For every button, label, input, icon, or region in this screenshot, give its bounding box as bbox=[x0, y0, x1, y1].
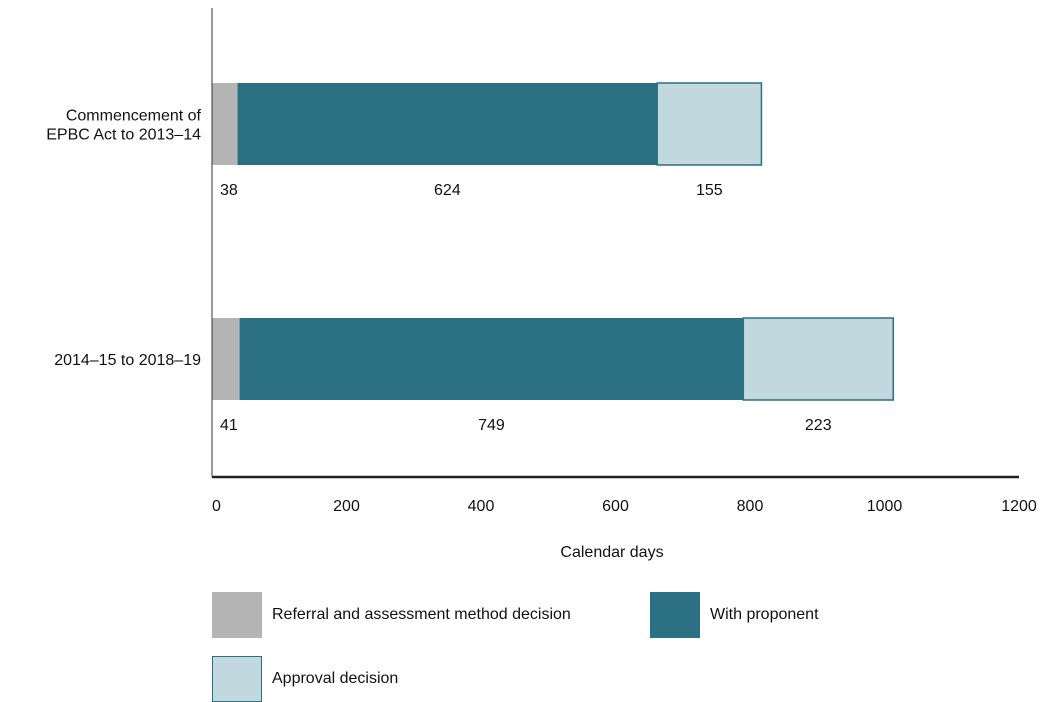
legend-item-approval: Approval decision bbox=[212, 656, 398, 702]
data-labels-group: 38 624 155 41 749 223 bbox=[220, 182, 832, 434]
legend-label-approval: Approval decision bbox=[272, 670, 399, 687]
legend-swatch-referral bbox=[212, 592, 262, 638]
category-labels-group: Commencement of EPBC Act to 2013–14 2014–1… bbox=[46, 108, 201, 370]
legend-item-with-proponent: With proponent bbox=[650, 592, 819, 638]
stacked-bar-chart: 38 624 155 41 749 223 Commencement of EPBC Act… bbox=[46, 8, 1037, 561]
bar-approval-2 bbox=[742, 317, 894, 401]
bar-with-proponent-2 bbox=[239, 318, 744, 400]
data-label-referral-2: 41 bbox=[220, 417, 238, 434]
x-tick-label-1200: 1200 bbox=[1001, 498, 1037, 515]
legend-item-referral: Referral and assessment method decision bbox=[212, 592, 571, 638]
data-label-with-proponent-1: 624 bbox=[434, 182, 461, 199]
category-label-2: 2014–15 to 2018–19 bbox=[54, 352, 201, 369]
legend-label-with-proponent: With proponent bbox=[710, 606, 819, 623]
data-label-approval-2: 223 bbox=[805, 417, 832, 434]
x-tick-label-200: 200 bbox=[333, 498, 360, 515]
legend-swatch-with-proponent bbox=[650, 592, 700, 638]
x-tick-label-600: 600 bbox=[602, 498, 629, 515]
x-tick-label-400: 400 bbox=[468, 498, 495, 515]
category-label-1: Commencement of EPBC Act to 2013–14 bbox=[46, 108, 201, 144]
legend-swatch-approval bbox=[212, 656, 262, 702]
data-label-with-proponent-2: 749 bbox=[478, 417, 505, 434]
x-axis-title: Calendar days bbox=[560, 544, 663, 561]
x-tick-labels-group: 0 200 400 600 800 1000 1200 bbox=[212, 498, 1037, 515]
x-tick-label-1000: 1000 bbox=[867, 498, 903, 515]
bar-referral-2 bbox=[212, 318, 240, 400]
legend-label-referral: Referral and assessment method decision bbox=[272, 606, 571, 623]
data-label-approval-1: 155 bbox=[696, 182, 723, 199]
bars-group bbox=[212, 82, 894, 401]
x-tick-label-0: 0 bbox=[212, 498, 221, 515]
x-tick-label-800: 800 bbox=[737, 498, 764, 515]
bar-with-proponent-1 bbox=[237, 83, 658, 165]
bar-approval-1 bbox=[656, 82, 763, 166]
data-label-referral-1: 38 bbox=[220, 182, 238, 199]
bar-referral-1 bbox=[212, 83, 238, 165]
